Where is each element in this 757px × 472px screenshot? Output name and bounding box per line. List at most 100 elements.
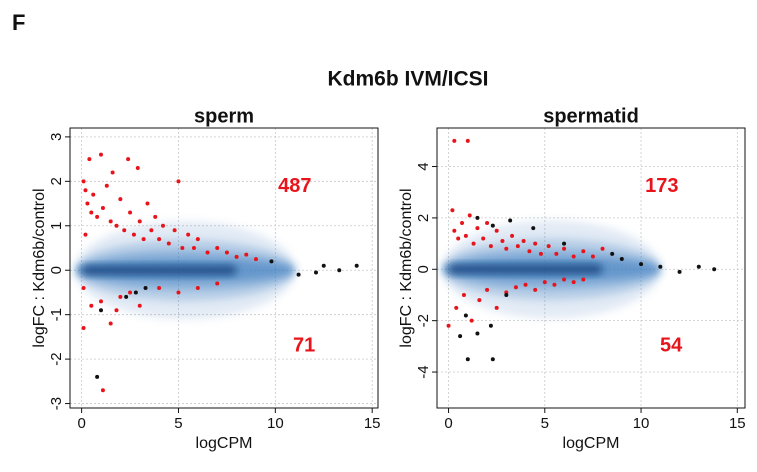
point <box>118 197 123 202</box>
point <box>454 305 459 310</box>
x-tick-label: 10 <box>267 415 284 432</box>
point <box>122 228 127 233</box>
point <box>215 246 220 250</box>
point <box>508 218 513 223</box>
y-axis-label: logFC : Kdm6b/control <box>398 188 415 347</box>
point <box>89 303 94 308</box>
point <box>126 157 131 162</box>
count-annotation: 71 <box>293 335 315 357</box>
point <box>475 226 480 231</box>
point <box>465 138 470 143</box>
point <box>463 313 468 318</box>
point <box>500 239 505 244</box>
point <box>85 201 90 206</box>
x-axis-label: logCPM <box>196 435 253 452</box>
point <box>128 290 133 295</box>
point <box>600 246 605 251</box>
panel-title: sperm <box>194 105 254 127</box>
point <box>513 285 518 290</box>
point <box>234 254 239 259</box>
point <box>461 292 466 297</box>
count-annotation: 173 <box>645 175 678 197</box>
y-tick-label: -2 <box>415 314 432 327</box>
point <box>354 263 359 268</box>
point <box>124 294 129 299</box>
point <box>87 157 92 162</box>
point <box>91 192 96 197</box>
point <box>89 210 94 215</box>
point <box>494 228 499 233</box>
y-tick-label: -1 <box>48 308 65 321</box>
x-tick-label: 15 <box>729 415 746 432</box>
point <box>314 270 319 275</box>
point <box>186 232 191 237</box>
point <box>538 251 543 256</box>
point <box>100 206 105 210</box>
point <box>180 246 185 250</box>
point <box>135 166 140 170</box>
point <box>619 257 624 262</box>
point <box>95 374 100 379</box>
point <box>104 183 109 188</box>
point <box>253 257 258 262</box>
x-tick-label: 10 <box>633 415 650 432</box>
point <box>658 264 663 269</box>
point <box>504 246 509 251</box>
point <box>490 223 495 228</box>
point <box>191 246 196 250</box>
point <box>296 272 301 277</box>
point <box>83 188 88 193</box>
x-tick-label: 5 <box>541 415 549 432</box>
point <box>554 251 559 256</box>
x-tick-label: 0 <box>444 415 452 432</box>
point <box>542 280 547 285</box>
point <box>581 249 586 254</box>
y-tick-label: 0 <box>415 265 432 273</box>
point <box>81 326 86 330</box>
count-annotation: 487 <box>278 175 311 197</box>
point <box>118 294 123 299</box>
density-core <box>81 265 237 276</box>
y-tick-label: -3 <box>48 397 65 410</box>
point <box>81 179 86 184</box>
panel-title: spermatid <box>543 105 639 127</box>
point <box>133 290 138 295</box>
point <box>533 287 538 292</box>
point <box>546 244 551 249</box>
point <box>110 170 115 175</box>
point <box>471 241 476 246</box>
y-tick-label: 1 <box>48 222 65 230</box>
density-cloud <box>75 152 359 393</box>
point <box>195 237 200 242</box>
y-tick-label: 3 <box>48 133 65 141</box>
point <box>456 236 461 241</box>
point <box>157 286 162 290</box>
point <box>527 249 532 254</box>
point <box>172 228 177 233</box>
point <box>83 232 88 237</box>
point <box>477 298 482 303</box>
point <box>488 323 493 328</box>
point <box>475 215 480 220</box>
x-axis-label: logCPM <box>563 435 620 452</box>
point <box>571 280 576 285</box>
point <box>590 254 595 259</box>
point <box>562 277 567 282</box>
point <box>571 254 576 259</box>
point <box>98 299 103 304</box>
point <box>224 250 229 255</box>
point <box>114 308 119 313</box>
point <box>452 138 457 143</box>
point <box>114 223 119 228</box>
plot-frame <box>436 127 746 409</box>
point <box>521 239 526 244</box>
point <box>143 286 148 290</box>
point <box>469 318 474 323</box>
x-tick-label: 15 <box>364 415 381 432</box>
point <box>523 282 528 287</box>
point <box>195 286 200 290</box>
point <box>510 233 515 238</box>
point <box>446 323 451 328</box>
point <box>166 241 171 246</box>
